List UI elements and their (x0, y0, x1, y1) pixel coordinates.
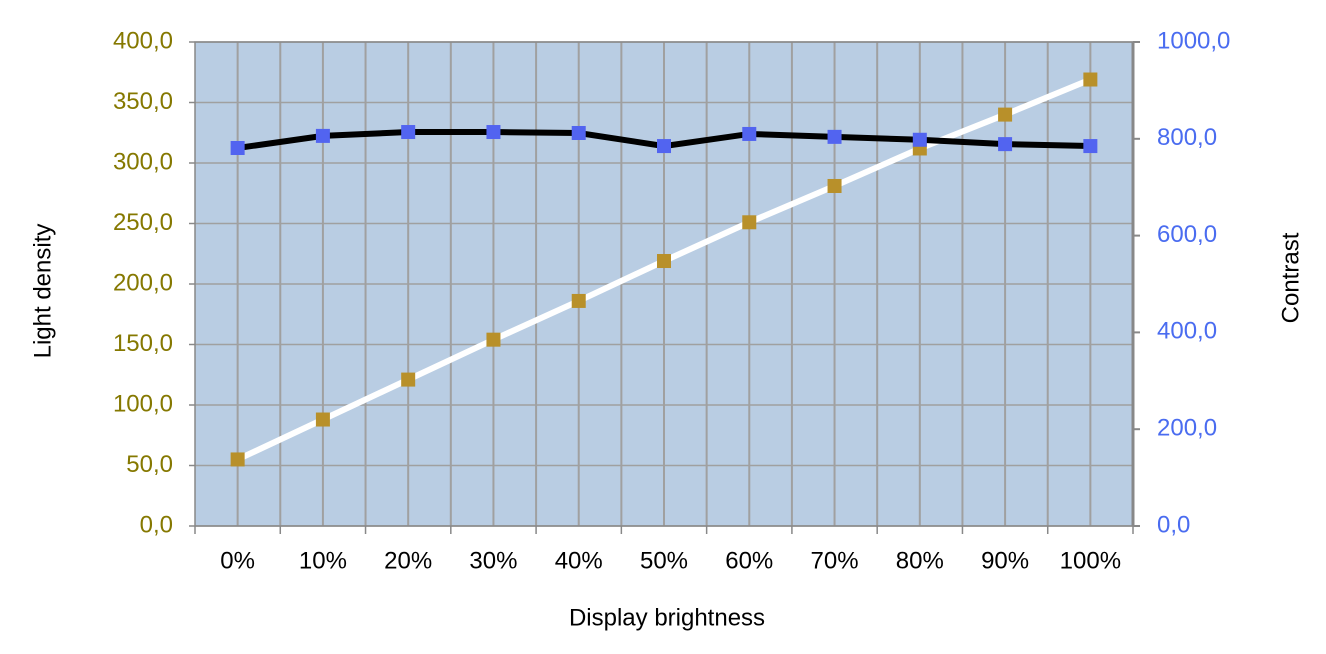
marker (827, 178, 842, 193)
marker (1083, 72, 1098, 87)
y-tick-label: 250,0 (113, 209, 173, 236)
x-tick-label: 60% (725, 547, 773, 574)
marker (230, 140, 245, 155)
y-axis-label: Light density (29, 224, 56, 359)
x-tick-label: 40% (555, 547, 603, 574)
y2-tick-label: 1000,0 (1157, 27, 1230, 54)
marker (657, 139, 671, 154)
marker (827, 129, 842, 144)
y-tick-label: 400,0 (113, 27, 173, 54)
marker (998, 107, 1013, 122)
y-tick-label: 100,0 (113, 390, 173, 417)
marker (571, 293, 586, 308)
marker (998, 137, 1013, 152)
y-tick-label: 150,0 (113, 330, 173, 357)
marker (1083, 139, 1098, 154)
x-tick-label: 80% (896, 547, 944, 574)
x-tick-label: 50% (640, 547, 688, 574)
x-tick-label: 10% (299, 547, 347, 574)
marker (486, 332, 501, 347)
marker (571, 125, 586, 140)
y2-tick-label: 400,0 (1157, 318, 1217, 345)
y2-axis-label: Contrast (1277, 232, 1304, 323)
marker (315, 128, 330, 143)
marker (315, 412, 330, 427)
y-tick-label: 200,0 (113, 269, 173, 296)
y-tick-label: 300,0 (113, 148, 173, 175)
x-tick-label: 90% (981, 547, 1029, 574)
marker (742, 126, 757, 141)
y-tick-label: 50,0 (126, 451, 173, 478)
marker (401, 372, 416, 387)
marker (486, 125, 501, 140)
marker (912, 132, 927, 147)
marker (230, 452, 245, 467)
marker (742, 215, 757, 230)
y2-tick-label: 600,0 (1157, 221, 1217, 248)
x-tick-label: 0% (220, 547, 255, 574)
x-tick-label: 70% (811, 547, 859, 574)
x-tick-label: 100% (1060, 547, 1121, 574)
x-tick-label: 30% (469, 547, 517, 574)
y2-tick-label: 0,0 (1157, 511, 1190, 538)
x-axis-label: Display brightness (569, 604, 765, 631)
y-tick-label: 350,0 (113, 88, 173, 115)
y-tick-label: 0,0 (140, 511, 173, 538)
marker (401, 125, 416, 140)
y2-tick-label: 200,0 (1157, 415, 1217, 442)
marker (657, 254, 671, 269)
y2-tick-label: 800,0 (1157, 124, 1217, 151)
x-tick-label: 20% (384, 547, 432, 574)
